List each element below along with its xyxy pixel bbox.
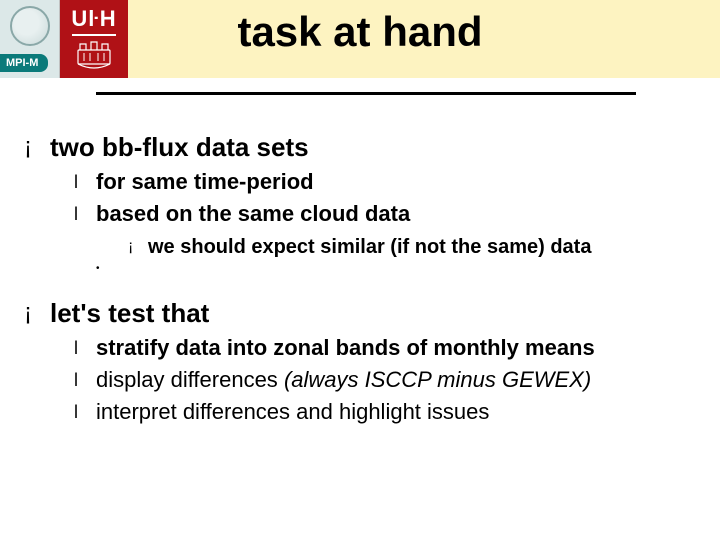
horizontal-rule xyxy=(96,92,636,95)
solid-dot-icon: l xyxy=(74,398,96,426)
section2-sub2a: display differences xyxy=(96,367,284,392)
section2-sub2b: (always ISCCP minus GEWEX) xyxy=(284,367,591,392)
bullet-level1: ¡ two bb-flux data sets xyxy=(24,132,700,162)
section2-sub3: interpret differences and highlight issu… xyxy=(96,398,489,426)
section1-heading: two bb-flux data sets xyxy=(50,132,309,162)
solid-dot-icon: l xyxy=(74,200,96,228)
solid-dot-icon: l xyxy=(74,334,96,362)
content-area: ¡ two bb-flux data sets l for same time-… xyxy=(24,132,700,426)
solid-dot-icon: l xyxy=(74,168,96,196)
bullet-level3: ¡ we should expect similar (if not the s… xyxy=(128,234,700,260)
open-circle-icon: ¡ xyxy=(24,298,50,328)
bullet-level1: ¡ let's test that xyxy=(24,298,700,328)
bullet-level2: l display differences (always ISCCP minu… xyxy=(74,366,700,394)
bullet-level2: l interpret differences and highlight is… xyxy=(74,398,700,426)
title-band: MPI-M UŀH task at hand xyxy=(0,0,720,78)
solid-dot-icon: l xyxy=(74,366,96,394)
section2-sub2: display differences (always ISCCP minus … xyxy=(96,366,591,394)
section2-sub1: stratify data into zonal bands of monthl… xyxy=(96,334,595,362)
tiny-dot-icon: • xyxy=(96,262,700,276)
open-circle-icon: ¡ xyxy=(24,132,50,162)
section1-sub1: for same time-period xyxy=(96,168,314,196)
bullet-level2: l for same time-period xyxy=(74,168,700,196)
bullet-level2: l based on the same cloud data xyxy=(74,200,700,228)
section2-heading: let's test that xyxy=(50,298,209,328)
mpim-label: MPI-M xyxy=(0,54,48,72)
section1-sub2: based on the same cloud data xyxy=(96,200,410,228)
section1-subsub: we should expect similar (if not the sam… xyxy=(148,234,591,260)
open-circle-icon: ¡ xyxy=(128,234,148,260)
bullet-level2: l stratify data into zonal bands of mont… xyxy=(74,334,700,362)
slide-title: task at hand xyxy=(0,8,720,56)
